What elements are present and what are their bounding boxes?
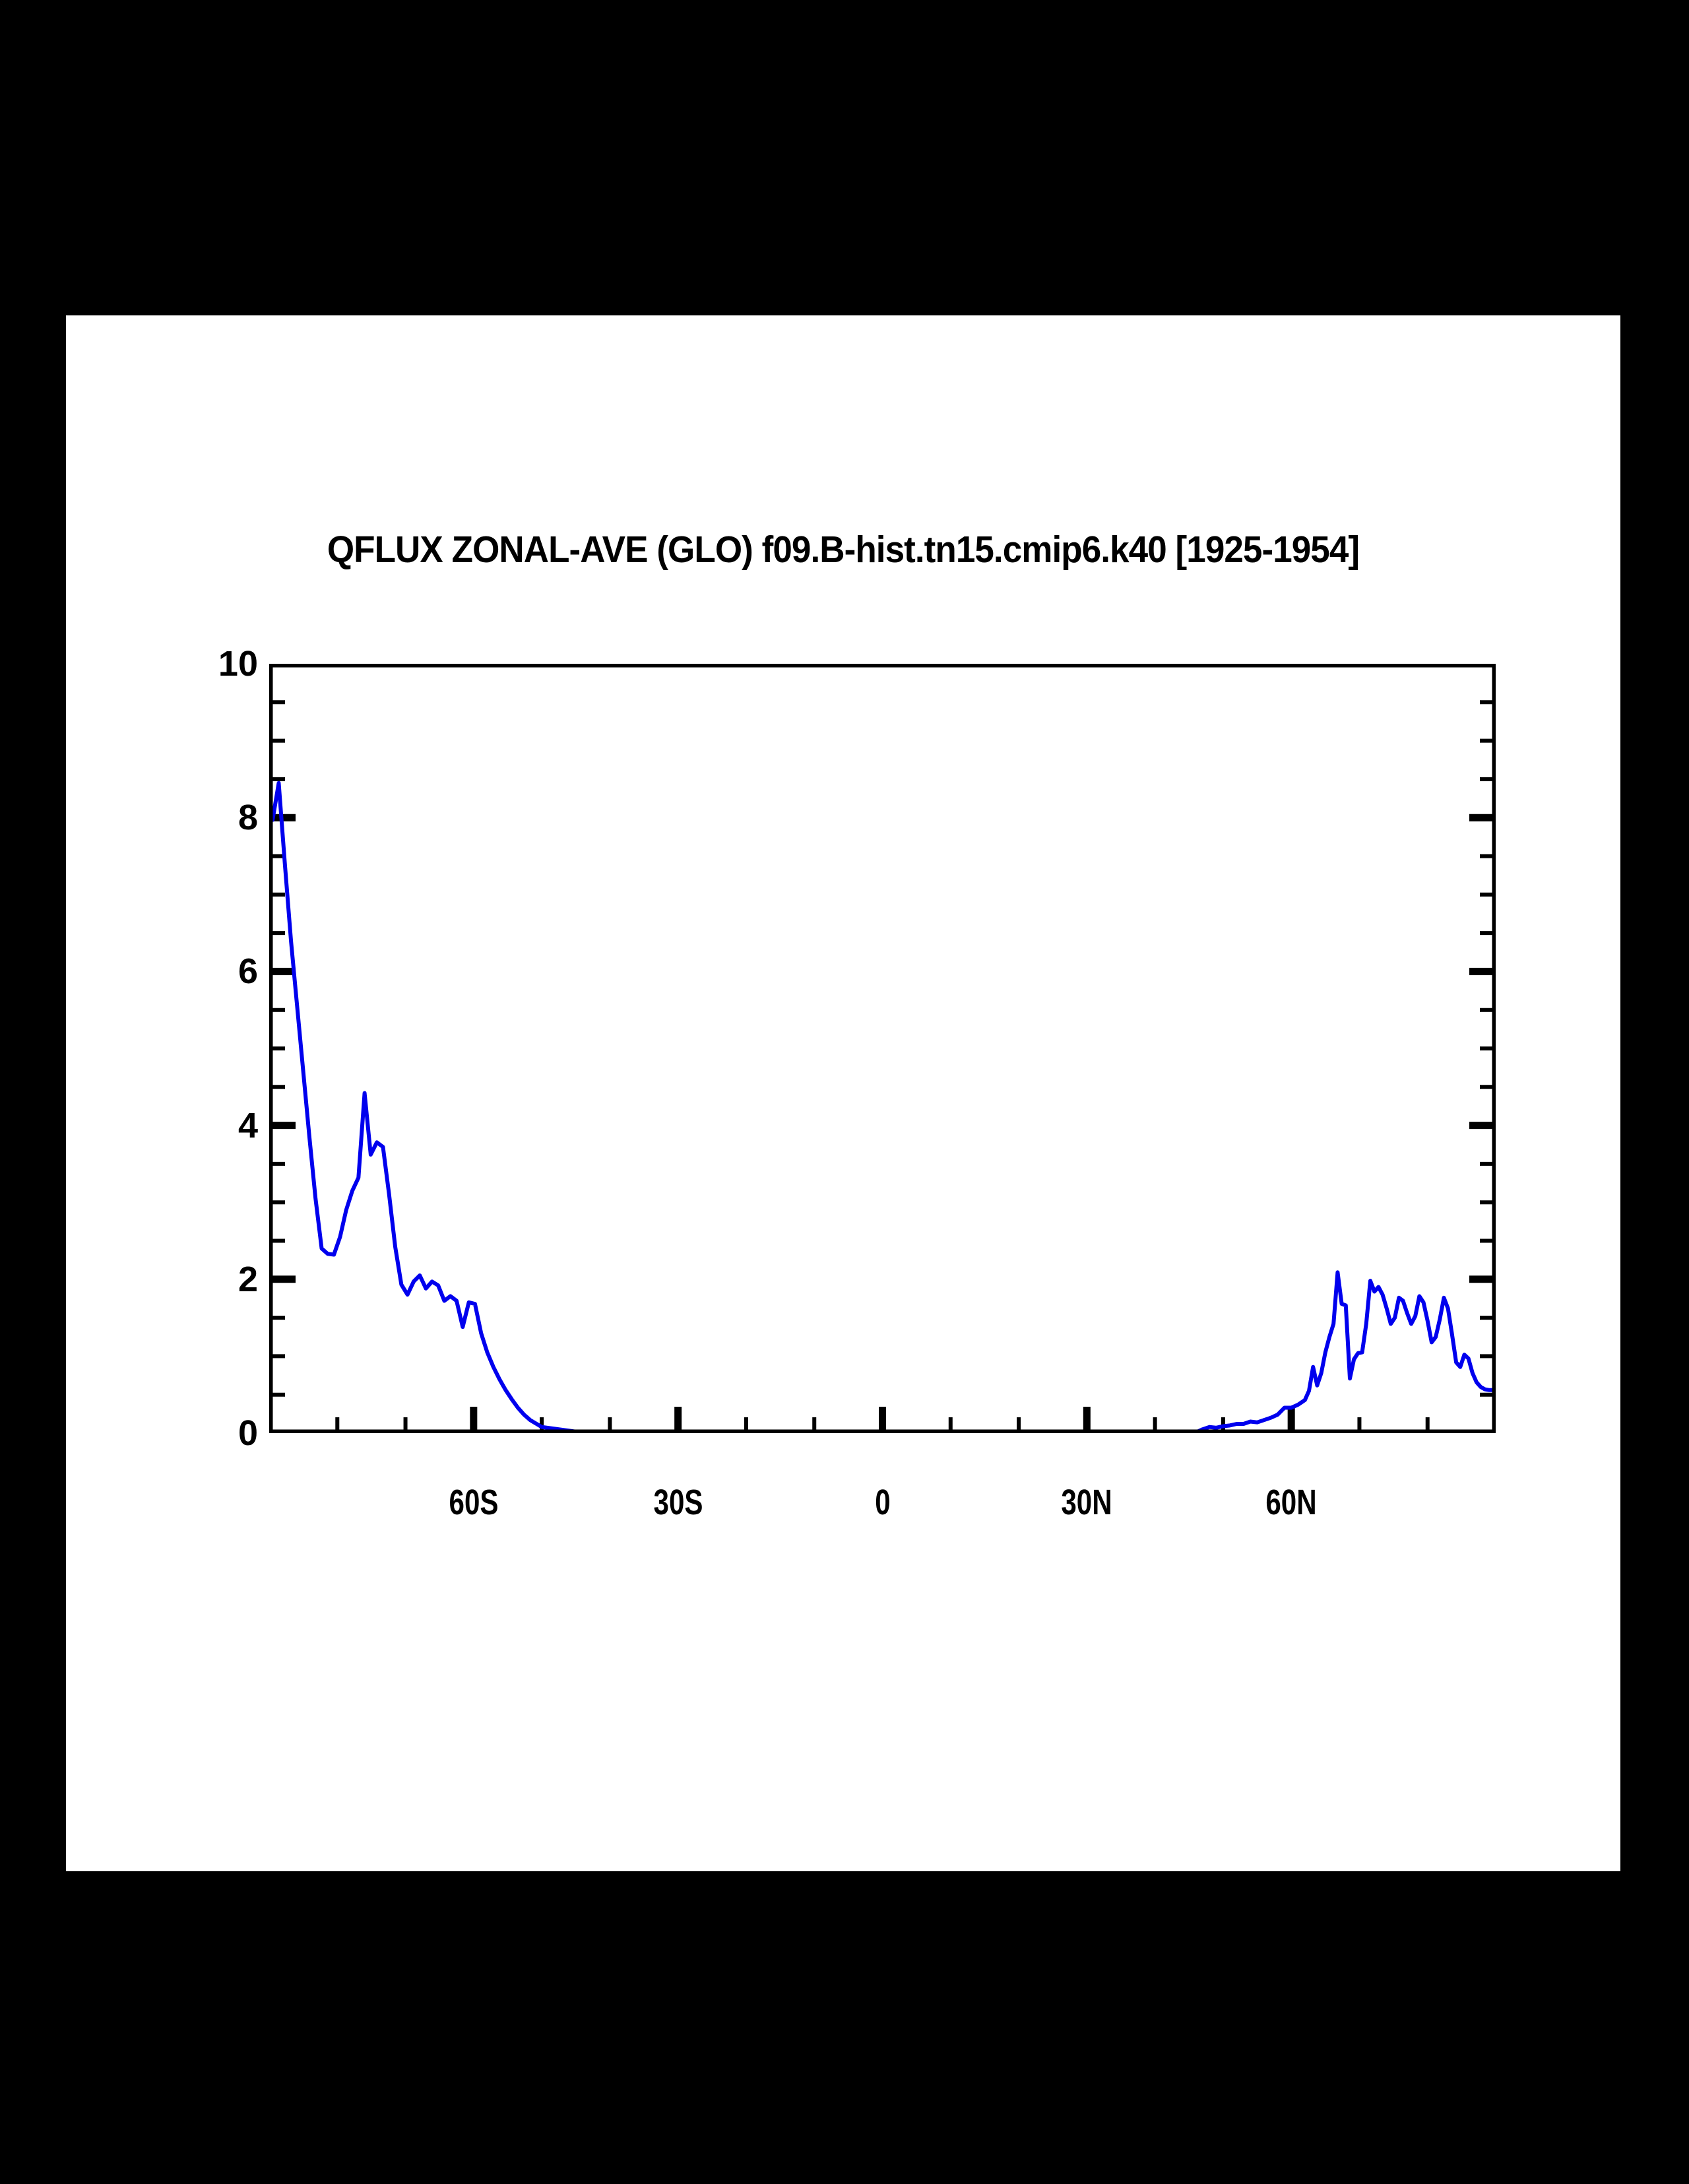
chart-svg	[269, 664, 1496, 1433]
y-tick-label: 0	[238, 1413, 258, 1453]
plot-area: 0 2 4 6 8 10 60S 30S 0 30N 60N	[218, 644, 1496, 1522]
x-tick-label: 30S	[653, 1483, 703, 1522]
axis-ticks	[269, 664, 1496, 1433]
y-tick-label: 10	[218, 644, 258, 684]
plot-frame	[269, 664, 1496, 1433]
y-tick-label: 6	[238, 951, 258, 992]
figure-panel: QFLUX ZONAL-AVE (GLO) f09.B-hist.tn15.cm…	[66, 315, 1620, 1871]
y-tick-label: 8	[238, 798, 258, 838]
x-tick-label: 60S	[449, 1483, 499, 1522]
y-tick-label: 2	[238, 1259, 258, 1299]
x-tick-label: 0	[874, 1483, 891, 1522]
chart-title: QFLUX ZONAL-AVE (GLO) f09.B-hist.tn15.cm…	[327, 529, 1360, 571]
data-series-line	[271, 781, 1494, 1433]
x-tick-label: 60N	[1265, 1483, 1317, 1522]
y-tick-label: 4	[238, 1105, 258, 1145]
x-tick-label: 30N	[1061, 1483, 1112, 1522]
